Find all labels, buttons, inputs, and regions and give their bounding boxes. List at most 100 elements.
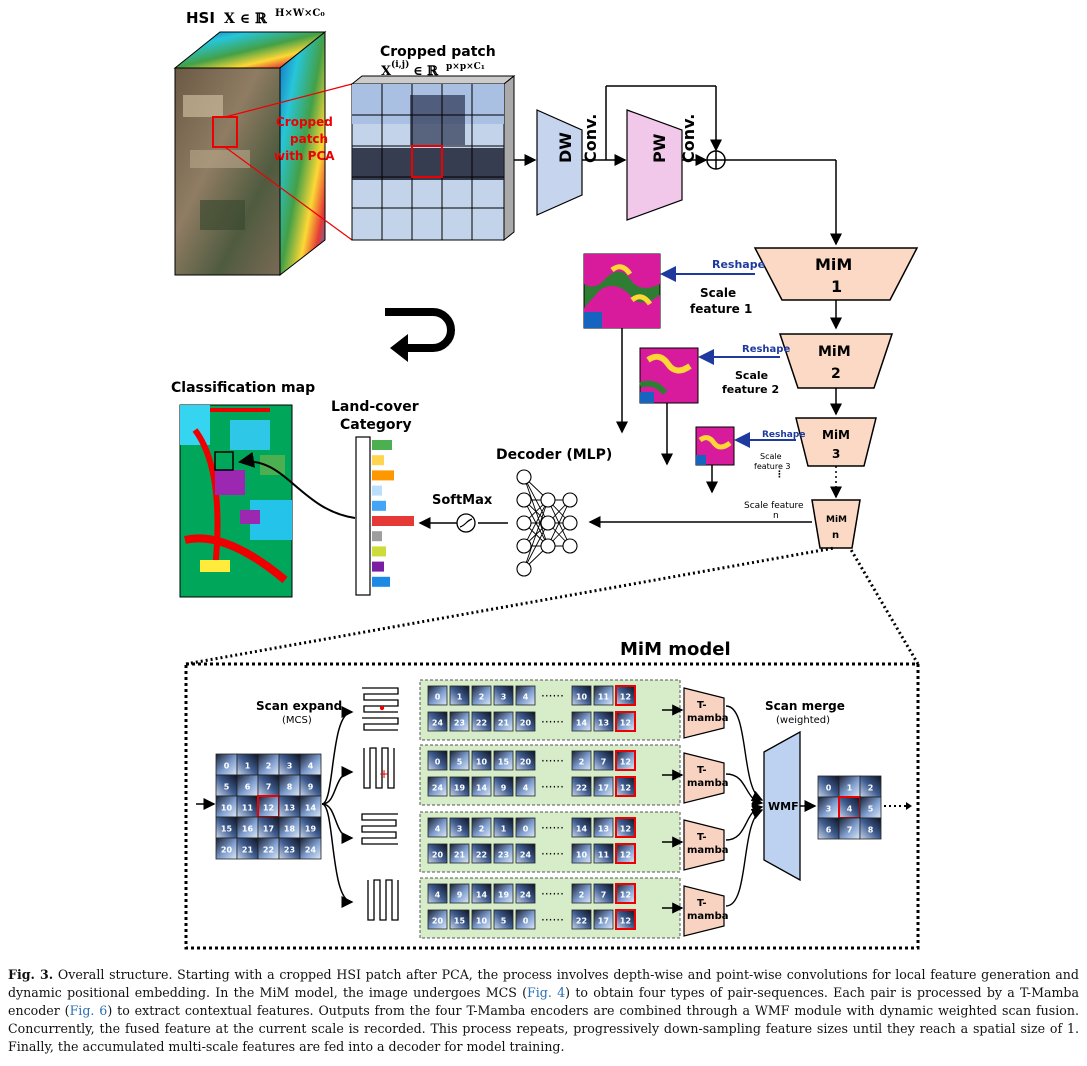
grid-cell [493,711,514,732]
grid-cell [571,883,592,904]
grid-cell [615,817,636,838]
cropped-patch-sup: (i,j) [391,59,409,70]
sequence-ellipsis: ······ [541,821,564,835]
scale-feature-2-line2: feature 2 [722,383,779,396]
legend-color-8 [372,561,384,572]
grid-cell [493,909,514,930]
grid-cell-number: 1 [501,825,507,834]
grid-cell-number: 9 [501,784,507,793]
legend-color-2 [372,470,394,481]
grid-cell-number: 3 [501,693,507,702]
grid-cell-number: 17 [598,917,609,926]
t-mamba-block-2 [683,819,725,871]
grid-cell-number: 0 [435,693,441,702]
grid-cell-number: 20 [432,851,444,860]
grid-cell-number: 6 [826,826,832,835]
land-cover-line1: Land-cover [331,399,419,415]
scan-pattern-row-icon [362,687,399,731]
scale-feature-3-line1: Scale [760,452,782,461]
grid-cell [571,685,592,706]
grid-cell-number: 3 [287,762,293,771]
grid-cell-number: 5 [501,917,507,926]
grid-cell-number: 7 [847,826,853,835]
caption-text-1: Overall structure. Starting with a cropp… [8,967,1079,1000]
grid-cell-number: 13 [598,825,609,834]
mim-block-1: MiM 1 [753,247,919,301]
grid-cell-number: 5 [224,783,230,792]
grid-cell-number: 2 [266,762,272,771]
grid-cell [493,685,514,706]
legend-color-6 [372,531,382,542]
grid-cell-number: 10 [576,851,588,860]
grid-cell-number: 24 [432,719,444,728]
grid-cell-number: 4 [523,693,529,702]
grid-cell-number: 13 [598,719,609,728]
crop-annotation-line2: patch [290,132,328,146]
grid-cell [571,909,592,930]
grid-cell [515,817,536,838]
grid-cell-number: 15 [221,825,233,834]
sequence-ellipsis: ······ [541,780,564,794]
grid-cell [449,843,470,864]
grid-cell-number: 2 [868,784,874,793]
grid-cell [615,776,636,797]
mim-model-box [184,662,920,950]
grid-cell [449,817,470,838]
grid-cell-number: 10 [221,804,233,813]
grid-cell [615,750,636,771]
grid-cell-number: 21 [498,719,510,728]
scan-pattern-row-reverse-icon [361,813,398,845]
grid-cell-number: 0 [523,917,529,926]
grid-cell-number: 9 [457,891,463,900]
scale-feature-2-line1: Scale [735,369,768,382]
caption-ref-fig4[interactable]: Fig. 4 [527,985,566,1000]
grid-cell-number: 12 [620,891,631,900]
grid-cell-number: 1 [245,762,251,771]
grid-cell [615,909,636,930]
crop-annotation: Cropped patch with PCA [274,115,335,163]
grid-cell-number: 11 [598,851,610,860]
grid-cell-number: 4 [435,825,441,834]
grid-cell-number: 14 [576,825,588,834]
scale-feature-n-line1: Scale feature [744,501,804,511]
grid-cell-number: 21 [242,846,254,855]
grid-cell [615,843,636,864]
grid-cell-number: 18 [284,825,296,834]
grid-cell [471,883,492,904]
grid-cell-number: 14 [576,719,588,728]
decoder-mlp-network [516,469,578,577]
legend-color-5 [372,516,414,526]
cropped-patch-math: X [381,64,392,79]
caption-label: Fig. 3. [8,967,54,982]
grid-cell-number: 7 [601,891,607,900]
grid-cell-number: 12 [263,804,274,813]
sequence-ellipsis: ······ [541,754,564,768]
land-cover-line2: Category [340,417,412,433]
mim-block-2: MiM 2 [778,333,894,389]
legend-color-4 [372,500,386,511]
figure-caption: Fig. 3. Overall structure. Starting with… [8,966,1079,1056]
t-mamba-label-b: mamba [687,911,729,922]
grid-cell-number: 0 [224,762,230,771]
softmax-label: SoftMax [432,493,493,508]
caption-ref-fig6[interactable]: Fig. 6 [69,1003,108,1018]
grid-cell [571,750,592,771]
grid-cell [427,711,448,732]
scale-feature-map-3 [695,426,735,466]
grid-cell [493,843,514,864]
grid-cell-number: 8 [868,826,874,835]
grid-cell [449,711,470,732]
grid-cell [515,883,536,904]
grid-cell-number: 17 [598,784,609,793]
decoder-label: Decoder (MLP) [496,447,612,463]
add-operator-icon [706,150,726,170]
grid-cell [493,750,514,771]
grid-cell-number: 10 [576,693,588,702]
pw-conv-block: PW Conv. [626,109,698,221]
grid-cell [449,750,470,771]
overall-structure-diagram: HSI X ∈ ℝ H×W×C₀ Cropped patch with PCA … [171,8,920,950]
mim-block-n: MiM n [811,499,861,549]
grid-cell-number: 3 [457,825,463,834]
pw-label: PW [650,133,669,163]
